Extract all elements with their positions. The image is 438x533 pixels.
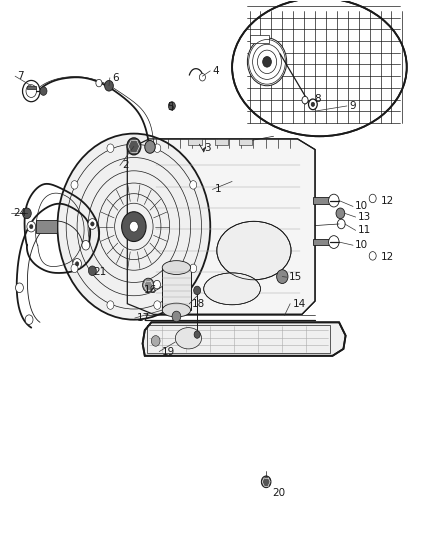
Polygon shape <box>250 35 269 43</box>
Circle shape <box>91 222 94 226</box>
Text: 17: 17 <box>137 313 150 323</box>
Circle shape <box>154 144 161 152</box>
Circle shape <box>75 262 79 266</box>
Circle shape <box>88 219 97 229</box>
Ellipse shape <box>175 328 201 349</box>
Text: 7: 7 <box>17 71 24 81</box>
Ellipse shape <box>162 303 191 317</box>
Ellipse shape <box>247 38 287 86</box>
Ellipse shape <box>232 0 407 136</box>
Circle shape <box>328 236 339 248</box>
Text: 11: 11 <box>358 225 371 236</box>
Circle shape <box>190 264 197 272</box>
Circle shape <box>107 144 114 152</box>
Text: 14: 14 <box>292 298 306 309</box>
Circle shape <box>71 264 78 272</box>
Polygon shape <box>313 239 330 245</box>
Text: 1: 1 <box>215 184 221 195</box>
Text: 20: 20 <box>272 488 286 498</box>
Circle shape <box>143 278 154 292</box>
Circle shape <box>369 194 376 203</box>
Circle shape <box>127 138 141 155</box>
Circle shape <box>73 259 81 269</box>
Circle shape <box>82 240 90 250</box>
Text: 8: 8 <box>314 94 321 104</box>
Circle shape <box>302 96 308 104</box>
Ellipse shape <box>204 273 261 305</box>
Ellipse shape <box>162 261 191 274</box>
Polygon shape <box>127 139 315 314</box>
Circle shape <box>27 221 35 232</box>
Circle shape <box>261 476 271 488</box>
Text: 4: 4 <box>212 66 219 76</box>
Text: 10: 10 <box>355 201 368 212</box>
Polygon shape <box>239 139 252 146</box>
Circle shape <box>311 102 314 107</box>
Circle shape <box>29 224 33 229</box>
Polygon shape <box>162 268 191 310</box>
Text: 12: 12 <box>381 196 394 206</box>
Circle shape <box>107 301 114 309</box>
Polygon shape <box>215 139 228 146</box>
Polygon shape <box>35 220 57 233</box>
Ellipse shape <box>217 221 291 280</box>
Text: 2: 2 <box>122 160 129 171</box>
Text: 9: 9 <box>349 101 356 111</box>
Circle shape <box>71 181 78 189</box>
Text: 3: 3 <box>204 143 211 153</box>
Circle shape <box>15 283 23 293</box>
Circle shape <box>22 208 31 219</box>
Polygon shape <box>188 139 201 146</box>
Circle shape <box>154 301 161 309</box>
Text: 19: 19 <box>161 346 175 357</box>
Text: 5: 5 <box>167 102 174 112</box>
Circle shape <box>199 74 205 81</box>
Circle shape <box>122 212 146 241</box>
Circle shape <box>26 85 36 98</box>
Circle shape <box>194 331 200 338</box>
Text: 16: 16 <box>144 286 157 295</box>
Circle shape <box>105 80 113 91</box>
Circle shape <box>25 315 33 325</box>
Polygon shape <box>313 197 330 204</box>
Text: 12: 12 <box>381 252 394 262</box>
Text: 21: 21 <box>94 267 107 277</box>
Circle shape <box>172 311 181 322</box>
Text: 15: 15 <box>289 272 302 282</box>
Circle shape <box>57 134 210 320</box>
Circle shape <box>145 141 155 154</box>
Circle shape <box>336 208 345 219</box>
Circle shape <box>369 252 376 260</box>
Polygon shape <box>27 86 36 90</box>
Text: 10: 10 <box>355 240 368 250</box>
Circle shape <box>151 336 160 346</box>
Circle shape <box>153 280 160 289</box>
Circle shape <box>263 56 272 67</box>
Circle shape <box>328 194 339 207</box>
Circle shape <box>308 99 317 110</box>
Polygon shape <box>143 322 346 356</box>
Circle shape <box>130 221 138 232</box>
Text: 13: 13 <box>358 212 371 222</box>
Circle shape <box>190 181 197 189</box>
Polygon shape <box>202 147 206 152</box>
Circle shape <box>194 286 201 295</box>
Circle shape <box>277 270 288 284</box>
Circle shape <box>96 79 102 87</box>
Circle shape <box>40 87 47 95</box>
Text: 18: 18 <box>191 298 205 309</box>
Text: 24: 24 <box>13 208 26 219</box>
Circle shape <box>337 219 345 229</box>
Circle shape <box>168 102 175 110</box>
Text: 6: 6 <box>112 73 119 83</box>
Circle shape <box>22 80 40 102</box>
Circle shape <box>88 266 96 276</box>
